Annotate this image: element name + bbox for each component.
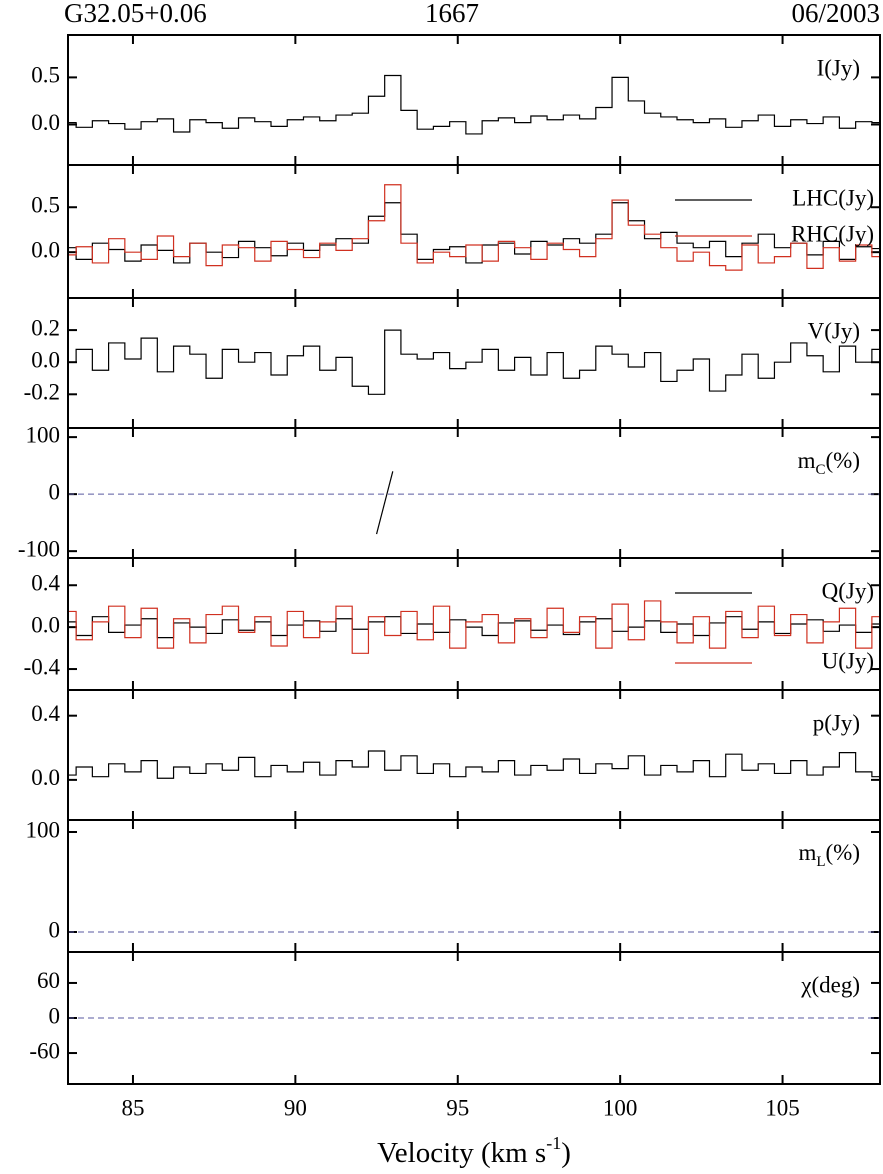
legend-label: LHC(Jy): [792, 185, 874, 210]
spectrum-line: [68, 600, 880, 654]
y-tick-label: -0.4: [24, 654, 61, 679]
panel-label-sub: L: [816, 854, 825, 870]
panel-label-sub: C: [816, 462, 826, 478]
spectrum-line: [68, 750, 880, 779]
y-tick-label: -100: [18, 536, 60, 561]
spectrum-line: [68, 329, 880, 395]
x-tick-label: 90: [284, 1095, 307, 1120]
y-tick-label: 0.5: [31, 193, 60, 218]
y-tick-label: 100: [26, 817, 61, 842]
panel-label: I(Jy): [817, 55, 860, 80]
panel-frame: [67, 951, 881, 1085]
panel-frame: [67, 164, 881, 299]
y-tick-label: 0: [49, 1003, 61, 1028]
panel-label-main: m: [798, 840, 816, 865]
panel-label-main: m: [798, 448, 816, 473]
spectrum-line: [375, 471, 394, 535]
spectrum-line: [68, 616, 880, 639]
header-epoch: 06/2003: [791, 0, 880, 28]
x-tick-label: 100: [603, 1095, 638, 1120]
panel-label: mL(%): [798, 840, 860, 870]
panel-frame: [67, 34, 881, 166]
legend-label: Q(Jy): [822, 578, 874, 603]
spectrum-line: [68, 202, 880, 264]
y-tick-label: 0.0: [31, 612, 60, 637]
y-tick-label: -60: [29, 1038, 60, 1063]
spectrum-line: [68, 74, 880, 135]
header-source: G32.05+0.06: [64, 0, 207, 28]
panel-label: p(Jy): [813, 710, 860, 735]
y-tick-label: 100: [26, 422, 61, 447]
header-transition: 1667: [425, 0, 479, 28]
panel-label: χ(deg): [800, 972, 860, 997]
y-tick-label: 0.0: [31, 765, 60, 790]
y-tick-label: -0.2: [24, 380, 60, 405]
x-label-tail: ): [561, 1137, 571, 1169]
y-tick-label: 0.4: [31, 571, 60, 596]
x-axis-label: Velocity (km s-1): [377, 1133, 571, 1169]
y-tick-label: 0: [49, 917, 61, 942]
legend-label: RHC(Jy): [791, 221, 874, 246]
x-tick-label: 105: [765, 1095, 800, 1120]
panel-label-unit: (%): [826, 840, 860, 865]
y-tick-label: 0.0: [31, 237, 60, 262]
y-tick-label: 0.0: [31, 347, 60, 372]
spectrum-line: [68, 184, 880, 271]
y-tick-label: 0.4: [31, 701, 60, 726]
legend-label: U(Jy): [822, 648, 874, 673]
x-label-sup: -1: [546, 1133, 561, 1153]
y-tick-label: 0.5: [31, 63, 60, 88]
y-tick-label: 0.0: [31, 110, 60, 135]
x-tick-label: 95: [446, 1095, 469, 1120]
panel-label: V(Jy): [808, 318, 860, 343]
panel-frame: [67, 427, 881, 559]
y-tick-label: 0: [49, 479, 61, 504]
y-tick-label: 0.2: [31, 315, 60, 340]
panel-label: mC(%): [798, 448, 860, 478]
panel-label-unit: (%): [826, 448, 860, 473]
panel-frame: [67, 689, 881, 821]
y-tick-label: 60: [37, 968, 60, 993]
x-label-text: Velocity (km s: [377, 1137, 546, 1169]
x-tick-label: 85: [121, 1095, 144, 1120]
